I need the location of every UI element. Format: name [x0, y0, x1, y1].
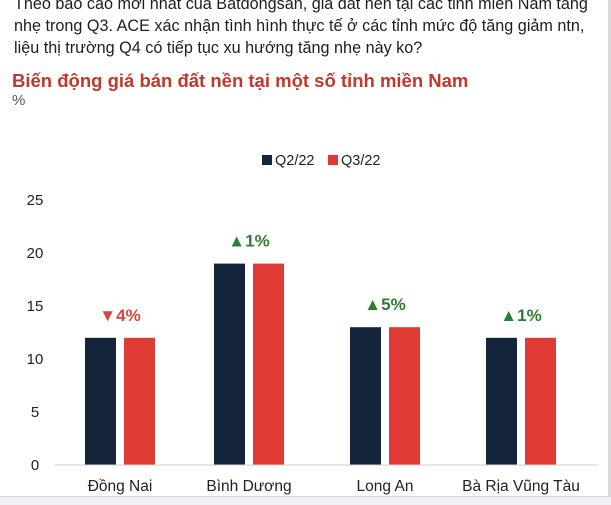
bar-Q2-22-3	[486, 337, 517, 465]
change-annotation: ▲1%	[500, 306, 541, 325]
chart-legend: Q2/22 Q3/22	[262, 153, 381, 169]
y-tick-label: 25	[27, 192, 44, 209]
chart-title: Biến động giá bán đất nền tại một số tỉn…	[12, 70, 469, 91]
bar-Q3-22-3	[525, 337, 556, 465]
legend-swatch	[328, 155, 338, 165]
y-tick-label: 5	[31, 404, 39, 421]
post-text: Theo báo cáo mới nhất của Batdongsan, gi…	[14, 0, 588, 57]
x-tick-label: Đồng Nai	[88, 478, 153, 495]
x-tick-label: Bình Dương	[206, 478, 291, 495]
y-tick-label: 20	[27, 245, 44, 262]
change-annotation: ▲5%	[364, 295, 405, 314]
bar-Q3-22-2	[389, 327, 420, 465]
legend-label: Q3/22	[341, 153, 381, 169]
scrollbar-track[interactable]	[608, 0, 611, 504]
x-tick-label: Long An	[357, 478, 414, 495]
y-axis-ticks: 0 5 10 15 20 25	[27, 192, 44, 474]
y-axis-unit-label: %	[12, 92, 26, 109]
bar-Q2-22-2	[350, 327, 381, 465]
x-axis-ticks: Đồng Nai Bình Dương Long An Bà Rịa Vũng Tàu	[88, 478, 580, 495]
x-tick-label: Bà Rịa Vũng Tàu	[462, 478, 580, 495]
chart-bars	[85, 263, 556, 465]
bar-Q3-22-1	[253, 263, 284, 465]
legend-label: Q2/22	[275, 153, 315, 169]
bar-Q2-22-1	[214, 263, 245, 465]
y-tick-label: 10	[27, 351, 44, 368]
bar-Q3-22-0	[124, 337, 155, 465]
y-tick-label: 0	[31, 457, 39, 474]
change-annotation: ▼4%	[99, 306, 140, 325]
y-tick-label: 15	[27, 298, 44, 315]
bar-Q2-22-0	[85, 337, 116, 465]
legend-swatch	[262, 155, 272, 165]
change-annotation: ▲1%	[228, 232, 269, 251]
bottom-bar	[0, 496, 611, 505]
chart-annotations: ▼4% ▲1% ▲5% ▲1%	[99, 232, 541, 325]
